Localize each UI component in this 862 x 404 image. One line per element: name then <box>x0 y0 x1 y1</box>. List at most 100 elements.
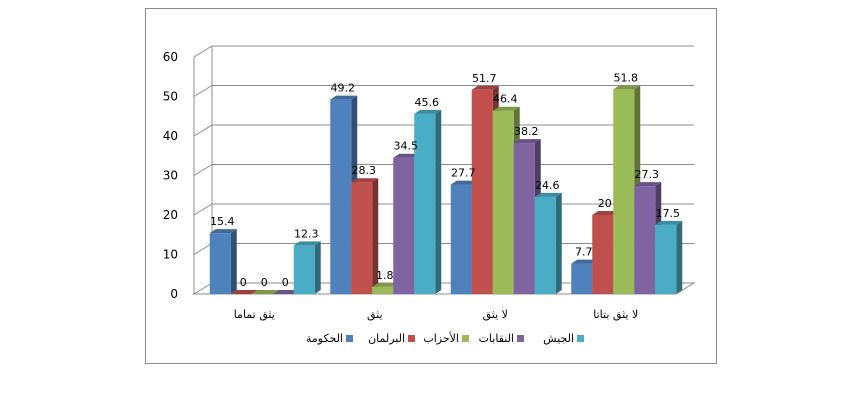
bar-top <box>592 211 620 215</box>
bar-front <box>209 233 231 294</box>
bar-top <box>492 106 520 111</box>
bar-top <box>251 290 279 294</box>
bar <box>414 109 442 294</box>
bar-top <box>613 85 641 90</box>
legend-label: الحكومة <box>306 332 343 345</box>
legend-item: الجيش <box>543 332 584 345</box>
data-label: 34.5 <box>394 140 419 153</box>
data-label: 45.6 <box>415 96 440 109</box>
bar-front <box>513 143 535 294</box>
data-label: 17.5 <box>656 207 681 220</box>
bar-top <box>372 282 400 287</box>
category-label: يثق <box>367 308 383 322</box>
legend-label: النقابات <box>479 332 514 345</box>
y-tick-label: 50 <box>163 90 178 104</box>
legend-swatch <box>517 335 524 342</box>
category-label: يثق تماما <box>234 308 275 322</box>
bar-side <box>555 192 562 294</box>
bar-front <box>351 182 373 294</box>
bar-front <box>372 286 394 294</box>
bar-top <box>209 229 237 234</box>
data-label: 38.2 <box>514 125 539 138</box>
bar-side <box>314 241 321 294</box>
data-label: 15.4 <box>210 215 235 228</box>
bar-side <box>676 220 683 294</box>
legend-item: النقابات <box>479 332 524 345</box>
bar-front <box>534 196 556 294</box>
bar-side <box>230 229 237 294</box>
bar <box>251 290 279 294</box>
bar-front <box>471 89 493 294</box>
data-label: 46.4 <box>493 93 518 106</box>
legend-item: الحكومة <box>306 332 353 345</box>
data-label: 12.3 <box>294 227 319 240</box>
bar-front <box>393 157 415 294</box>
data-labels: 15.4 0 0 0 12.3 49.2 28.3 1.8 34.5 45.6 27.7 51.7 46… <box>210 71 680 289</box>
gridline <box>193 85 694 97</box>
bar-top <box>272 290 300 294</box>
data-label: 20 <box>598 197 612 210</box>
data-label: 24.6 <box>535 179 560 192</box>
data-label: 1.8 <box>376 269 394 282</box>
data-label: 0 <box>282 276 289 289</box>
bar-front <box>592 215 614 294</box>
gridline <box>193 45 694 58</box>
bar-top <box>230 290 258 294</box>
legend-swatch <box>577 335 584 342</box>
bar-front <box>613 89 635 294</box>
data-label: 0 <box>261 276 268 289</box>
bar-top <box>634 182 662 187</box>
bars <box>209 85 683 294</box>
bar <box>655 220 683 294</box>
bar-top <box>571 259 599 264</box>
bar-front <box>293 245 315 294</box>
bar-top <box>534 192 562 197</box>
bar-top <box>351 178 379 183</box>
bar-top <box>330 95 358 100</box>
bar-top <box>513 139 541 144</box>
data-label: 51.7 <box>472 72 497 85</box>
bar <box>209 229 237 294</box>
legend-label: الجيش <box>543 332 574 345</box>
legend-swatch <box>462 335 469 342</box>
bar-side <box>435 109 442 294</box>
y-axis-ticks: 0 10 20 30 40 50 60 <box>163 50 178 301</box>
bar-top <box>450 180 478 185</box>
y-tick-label: 10 <box>163 248 178 262</box>
legend-swatch <box>408 335 415 342</box>
data-label: 27.7 <box>451 167 476 180</box>
bar-side <box>372 178 379 294</box>
bar-front <box>571 263 593 294</box>
data-label: 51.8 <box>614 71 639 84</box>
bar-front <box>655 224 677 294</box>
legend-item: الأحزاب <box>423 331 469 345</box>
data-label: 0 <box>240 276 247 289</box>
bar-top <box>293 241 321 246</box>
data-label: 7.7 <box>575 246 593 259</box>
bar <box>293 241 321 294</box>
y-tick-label: 40 <box>163 129 178 143</box>
y-tick-label: 30 <box>163 169 178 183</box>
legend: الحكومة البرلمان الأحزاب النقابات الجيش <box>306 331 584 345</box>
bar-front <box>634 186 656 294</box>
chart-svg: 0 10 20 30 40 50 60 15.4 0 0 0 12.3 49.2 28.3 1.8 34.5… <box>163 45 696 345</box>
legend-label: البرلمان <box>368 332 405 345</box>
data-label: 28.3 <box>352 164 377 177</box>
bar <box>230 290 258 294</box>
bar-front <box>330 99 352 294</box>
y-tick-label: 20 <box>163 208 178 222</box>
bar-top <box>655 220 683 225</box>
bar-top <box>414 109 442 114</box>
bar-front <box>450 184 472 294</box>
y-tick-label: 60 <box>163 50 178 64</box>
bar-front <box>414 113 436 294</box>
bar <box>351 178 379 294</box>
category-label: لا يثق <box>483 308 508 322</box>
bar <box>534 192 562 294</box>
bar-front <box>492 110 514 294</box>
gridline <box>193 124 694 137</box>
y-tick-label: 0 <box>170 287 178 301</box>
legend-swatch <box>346 335 353 342</box>
chart-frame: 0 10 20 30 40 50 60 15.4 0 0 0 12.3 49.2 28.3 1.8 34.5… <box>145 8 717 364</box>
category-label: لا يثق بتاتا <box>593 308 638 322</box>
